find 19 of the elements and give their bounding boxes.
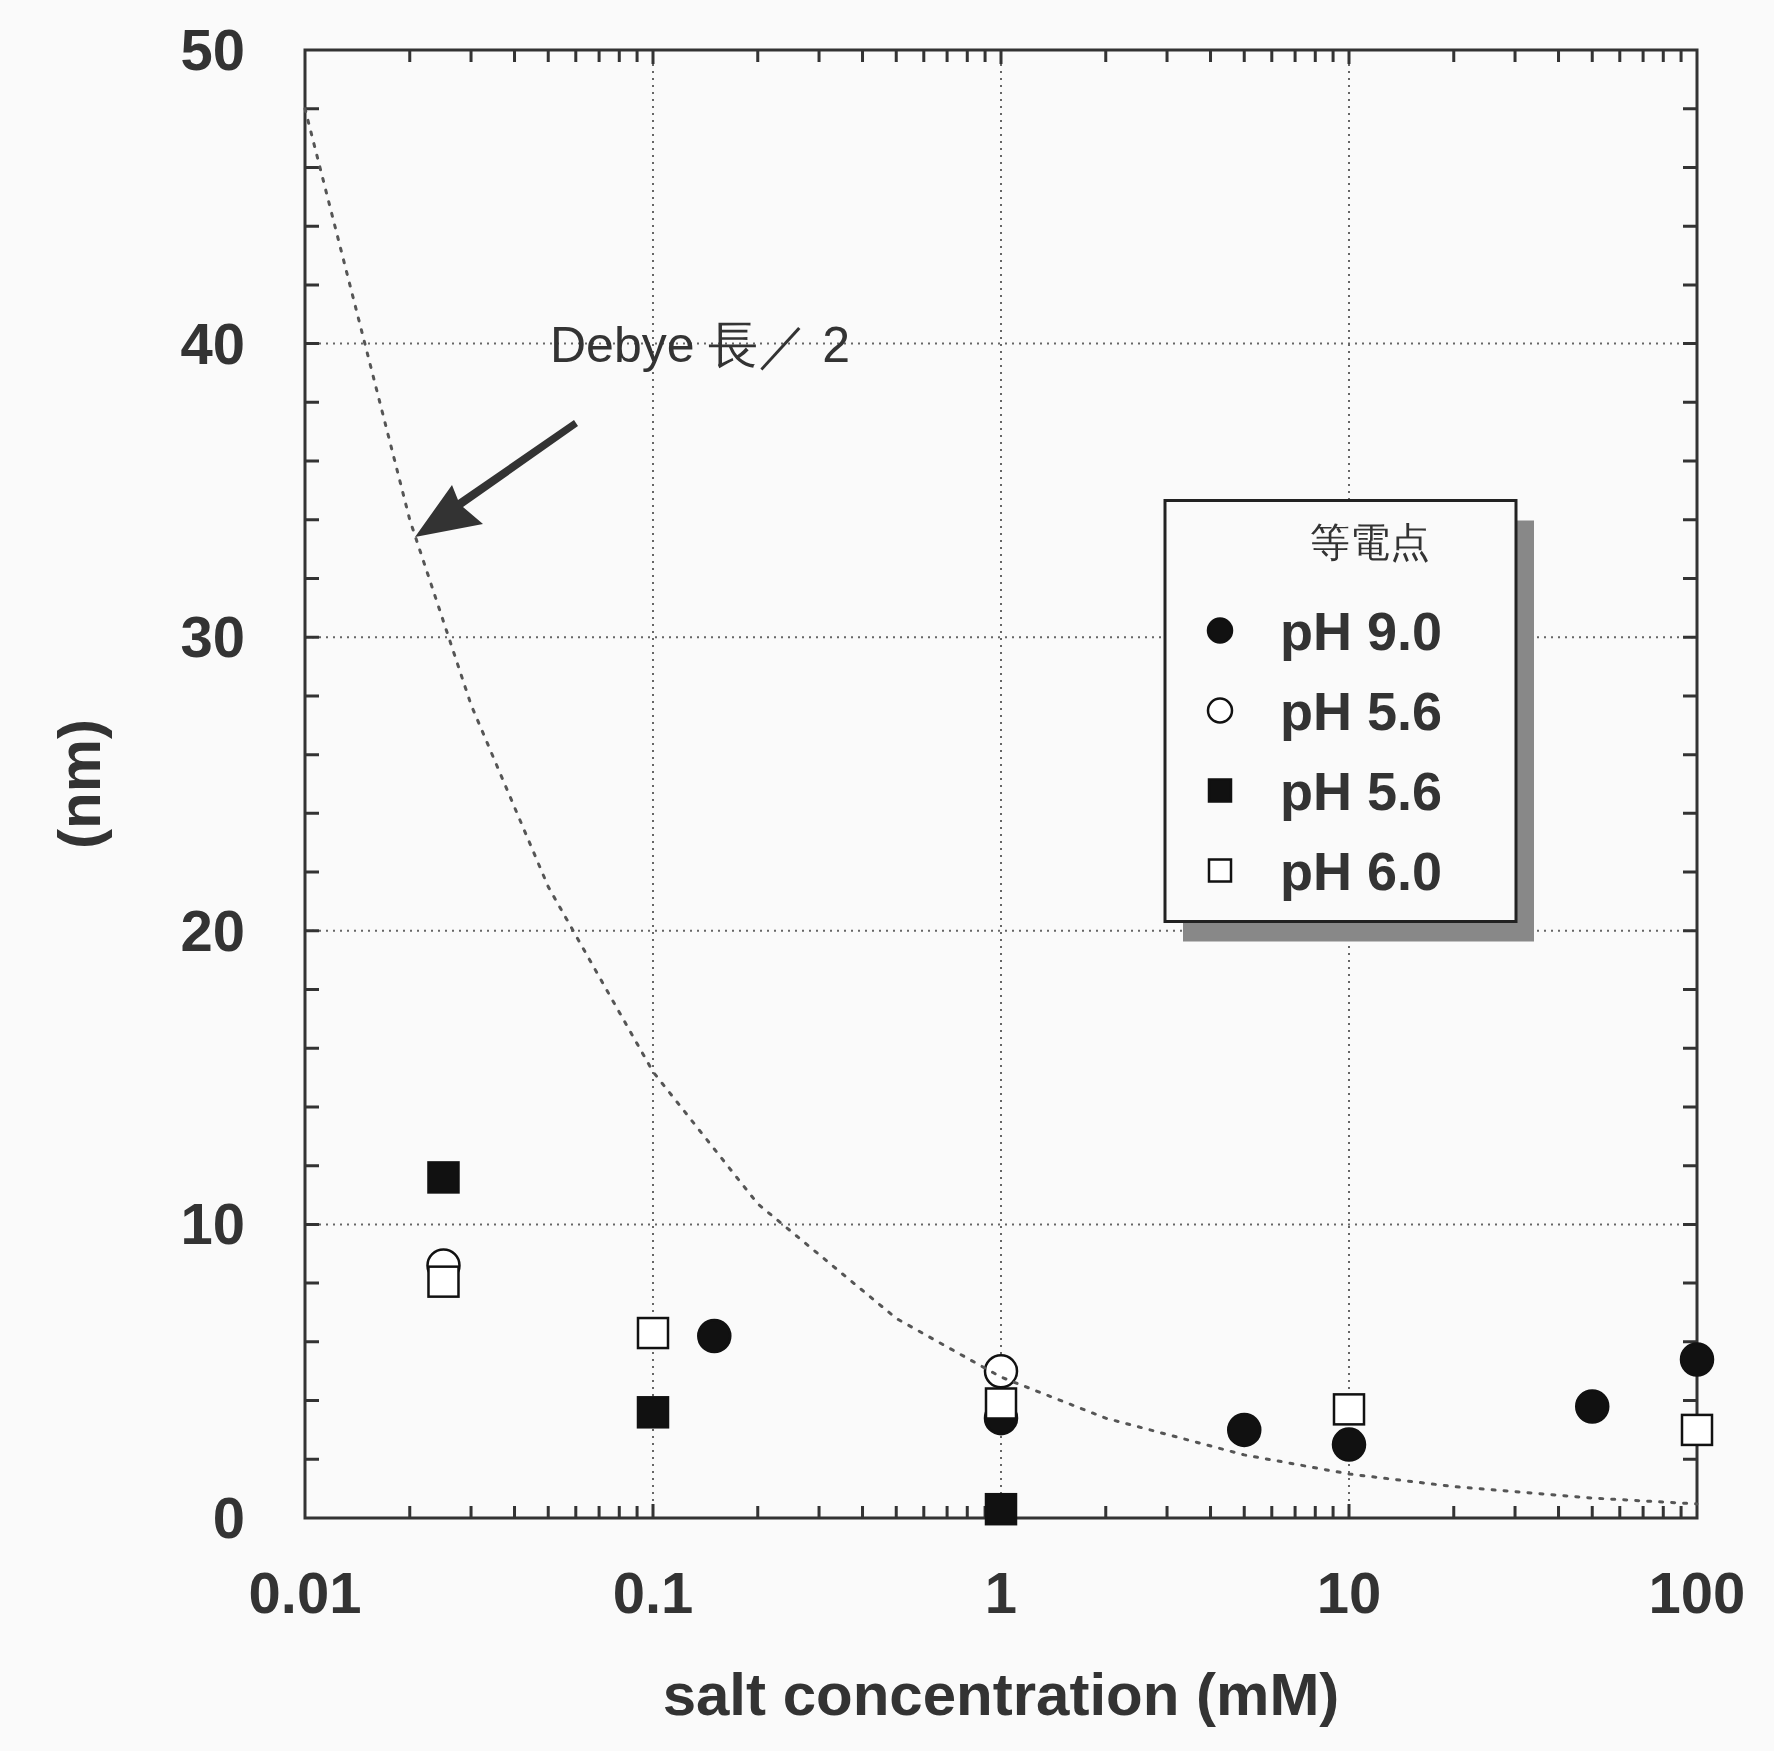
legend-label: pH 5.6: [1280, 760, 1443, 821]
x-tick-label: 10: [1316, 1560, 1382, 1625]
x-axis-title: salt concentration (mM): [662, 1661, 1340, 1728]
y-tick-label: 50: [180, 17, 245, 82]
y-tick-label: 10: [180, 1191, 245, 1257]
annotation: Debye 長／ 2: [550, 317, 851, 373]
y-tick-label: 40: [180, 310, 245, 376]
x-tick-label: 0.1: [612, 1560, 694, 1625]
legend-label: pH 5.6: [1280, 680, 1443, 741]
y-tick-label: 0: [212, 1485, 245, 1550]
legend-label: pH 6.0: [1280, 840, 1443, 901]
x-tick-label: 0.01: [248, 1560, 362, 1625]
y-tick-label: 30: [180, 604, 245, 670]
legend-title: 等電点: [1310, 519, 1430, 564]
y-axis-title: (nm): [46, 719, 113, 849]
x-tick-label: 1: [984, 1560, 1018, 1625]
legend-label: pH 9.0: [1280, 600, 1443, 661]
y-tick-label: 20: [180, 897, 245, 963]
x-tick-label: 100: [1648, 1560, 1746, 1625]
